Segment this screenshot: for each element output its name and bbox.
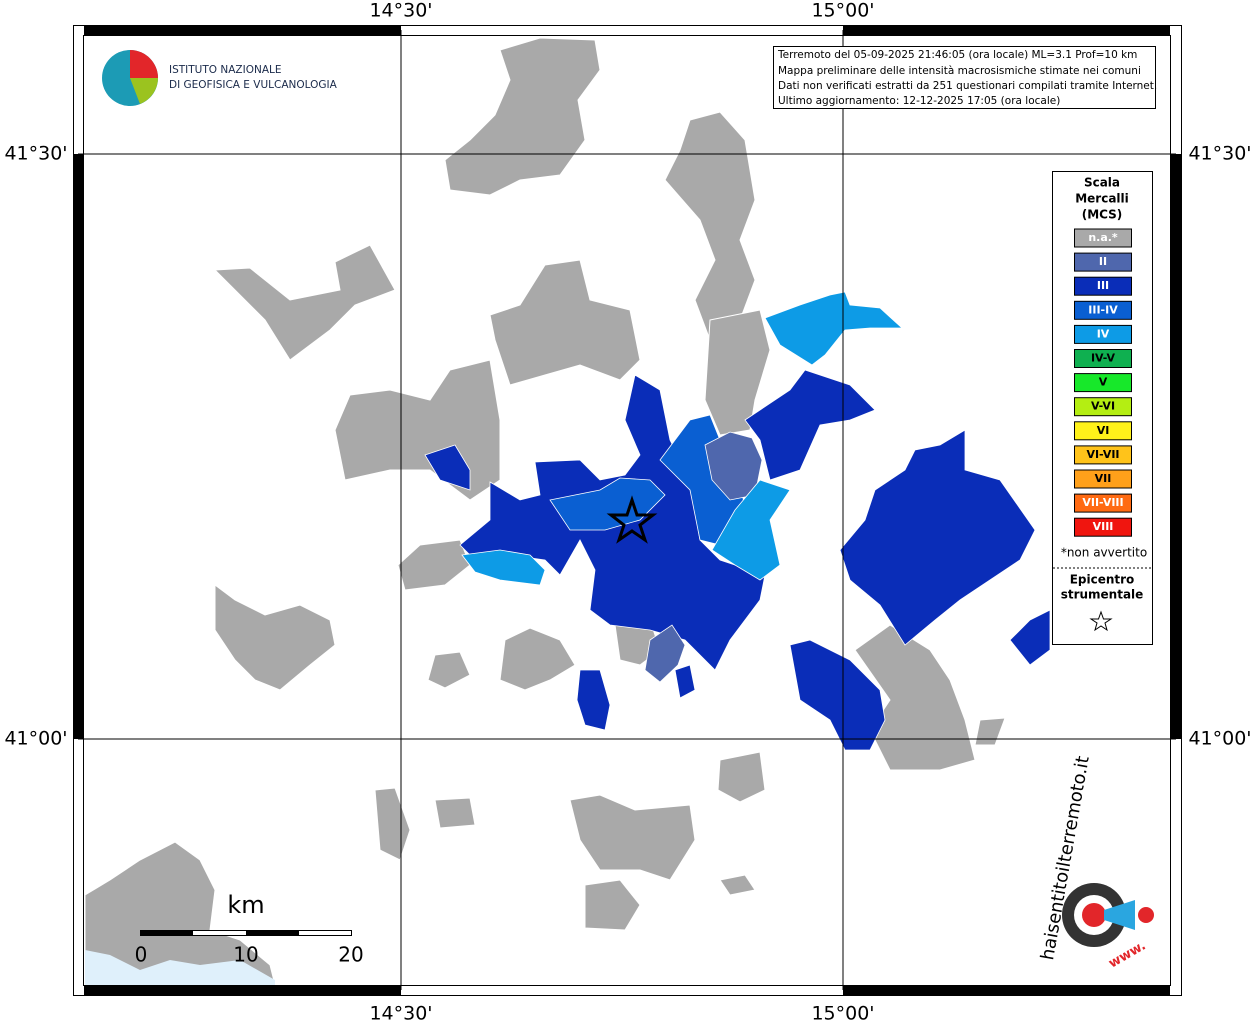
lon-label: 14°30' — [369, 1003, 432, 1025]
lon-label: 14°30' — [369, 0, 432, 22]
legend-swatch — [1074, 469, 1132, 489]
lon-label: 15°00' — [811, 1003, 874, 1025]
legend-label: VIII — [1093, 520, 1114, 533]
legend-label: III — [1097, 279, 1109, 292]
lat-label: 41°00' — [4, 728, 67, 750]
intensity-areas — [424, 291, 1051, 751]
graticule — [78, 30, 1176, 990]
frame-bar — [1171, 154, 1181, 739]
legend-label: VII — [1095, 472, 1112, 485]
legend-swatch — [1074, 373, 1132, 393]
legend-swatch — [1074, 397, 1132, 417]
frame-bar — [84, 25, 401, 35]
legend-swatch — [1074, 493, 1132, 513]
site-logo-question — [1138, 907, 1154, 923]
logo-globe — [130, 50, 158, 78]
scale-bar: km 0 10 20 — [135, 891, 364, 967]
legend-swatch — [1074, 421, 1132, 441]
info-box: Terremoto del 05-09-2025 21:46:05 (ora l… — [773, 46, 1157, 109]
legend-label: VI — [1097, 424, 1110, 437]
epicenter-star — [606, 495, 658, 544]
frame — [73, 25, 1182, 996]
logo-text: ISTITUTO NAZIONALE — [169, 64, 282, 76]
frame-inner — [83, 35, 1171, 986]
logo-text: DI GEOFISICA E VULCANOLOGIA — [169, 79, 338, 91]
info-line: Terremoto del 05-09-2025 21:46:05 (ora l… — [777, 49, 1137, 61]
legend-label: III-IV — [1088, 303, 1118, 316]
lon-label: 15°00' — [811, 0, 874, 22]
legend-title: (MCS) — [1082, 208, 1123, 222]
legend-swatch — [1074, 276, 1132, 296]
scale-label: 20 — [338, 943, 363, 967]
frame-bar — [843, 25, 1170, 35]
scale-segment — [140, 930, 193, 936]
frame-bar — [73, 154, 83, 739]
legend: Scala Mercalli (MCS) *non avvertito Epic… — [1052, 171, 1153, 645]
coordinate-labels: 14°30' 15°00' 14°30' 15°00' 41°30' 41°00… — [4, 0, 1251, 1025]
site-logo-beam — [1104, 900, 1135, 930]
info-line: Mappa preliminare delle intensità macros… — [778, 65, 1141, 77]
legend-swatch — [1074, 252, 1132, 272]
info-frame — [773, 46, 1156, 109]
legend-star — [1089, 610, 1113, 632]
logo-globe — [130, 78, 158, 104]
legend-note: *non avvertito — [1061, 546, 1147, 560]
frame-bar — [84, 986, 401, 996]
legend-epicenter: Epicentro — [1070, 573, 1135, 587]
info-line: Ultimo aggiornamento: 12-12-2025 17:05 (… — [778, 95, 1060, 107]
scale-label: 0 — [135, 943, 148, 967]
lat-label: 41°00' — [1188, 728, 1251, 750]
legend-epicenter: strumentale — [1061, 588, 1144, 602]
scale-segment — [246, 930, 299, 936]
legend-swatch — [1074, 228, 1132, 248]
legend-swatch — [1074, 324, 1132, 344]
legend-label: IV-V — [1091, 352, 1116, 365]
info-line: Dati non verificati estratti da 251 ques… — [778, 80, 1157, 92]
legend-swatch — [1074, 517, 1132, 537]
legend-label: VI-VII — [1086, 448, 1119, 461]
legend-label: V-VI — [1091, 400, 1115, 413]
legend-swatch — [1074, 300, 1132, 320]
legend-title: Scala — [1084, 176, 1120, 190]
legend-swatch — [1074, 445, 1132, 465]
frame-bar — [843, 986, 1170, 996]
logo: ISTITUTO NAZIONALE DI GEOFISICA E VULCAN… — [102, 50, 338, 106]
lat-label: 41°30' — [4, 143, 67, 165]
scale-unit: km — [227, 891, 264, 919]
legend-swatch — [1074, 349, 1132, 368]
legend-title: Mercalli — [1075, 192, 1129, 206]
legend-label: VII-VIII — [1082, 496, 1123, 509]
legend-label: IV — [1097, 327, 1110, 340]
site-logo-dot — [1082, 903, 1106, 927]
legend-label: n.a.* — [1088, 231, 1118, 244]
lat-label: 41°30' — [1188, 143, 1251, 165]
legend-label: V — [1099, 376, 1108, 389]
scale-label: 10 — [233, 943, 258, 967]
legend-label: II — [1099, 255, 1107, 268]
sea — [85, 950, 275, 985]
